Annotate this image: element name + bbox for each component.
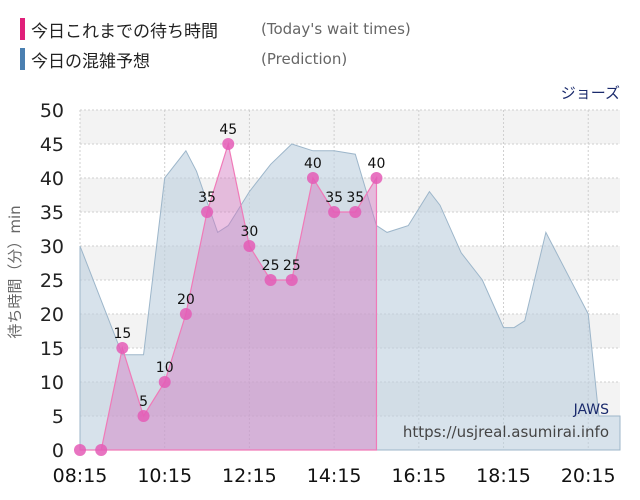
y-tick-label: 40 [40,168,64,190]
data-label: 35 [198,190,216,206]
today-points [74,138,383,456]
prediction-swatch [20,48,25,70]
x-tick-label: 10:15 [137,465,192,487]
data-point [158,376,171,388]
data-point [116,342,129,354]
y-tick-label: 50 [40,100,64,122]
y-tick-label: 25 [40,270,64,292]
data-point [264,274,277,286]
data-label: 35 [325,190,343,206]
data-point [137,410,150,422]
data-point [95,444,108,456]
x-tick-label: 14:15 [307,465,362,487]
x-tick-label: 08:15 [53,465,108,487]
data-label: 5 [139,394,148,410]
data-label: 40 [368,156,386,172]
y-tick-label: 10 [40,372,64,394]
legend-prediction: 今日の混雑予想 (Prediction) [20,47,348,72]
legend-today: 今日これまでの待ち時間 (Today's wait times) [20,17,411,42]
watermark-url: https://usjreal.asumirai.info [403,423,609,441]
data-point [201,206,214,218]
y-tick-label: 20 [40,304,64,326]
y-tick-label: 5 [52,406,64,428]
watermark-brand: JAWS [573,402,610,418]
data-point [370,172,383,184]
y-tick-label: 15 [40,338,64,360]
data-label: 15 [113,326,131,342]
y-axis-ticks: 0 5 10 15 20 25 30 35 40 45 50 [40,100,64,462]
y-tick-label: 30 [40,236,64,258]
data-point [285,274,298,286]
x-tick-label: 12:15 [222,465,277,487]
data-label: 40 [304,156,322,172]
data-point [349,206,362,218]
x-tick-label: 20:15 [561,465,616,487]
today-swatch [20,18,25,40]
data-label: 10 [156,360,174,376]
data-label: 25 [283,258,301,274]
x-tick-label: 16:15 [391,465,446,487]
data-label: 35 [346,190,364,206]
data-label: 30 [240,224,258,240]
attraction-name: ジョーズ [561,84,620,102]
data-point [243,240,256,252]
y-tick-label: 35 [40,202,64,224]
data-point [328,206,341,218]
y-tick-label: 45 [40,134,64,156]
legend-today-sub: (Today's wait times) [261,20,411,38]
x-tick-label: 18:15 [476,465,531,487]
x-axis-ticks: 08:15 10:15 12:15 14:15 16:15 18:15 20:15 [53,465,616,487]
data-label: 20 [177,292,195,308]
plot-band [80,110,620,144]
data-point [306,172,319,184]
legend-today-label: 今日これまでの待ち時間 [31,21,218,42]
data-point [179,308,192,320]
y-tick-label: 0 [52,440,64,462]
data-point [222,138,235,150]
legend-prediction-sub: (Prediction) [261,50,348,68]
y-axis-label: 待ち時間（分）min [6,205,24,338]
data-label: 45 [219,122,237,138]
legend-prediction-label: 今日の混雑予想 [31,51,150,72]
data-label: 25 [262,258,280,274]
data-point [74,444,86,456]
